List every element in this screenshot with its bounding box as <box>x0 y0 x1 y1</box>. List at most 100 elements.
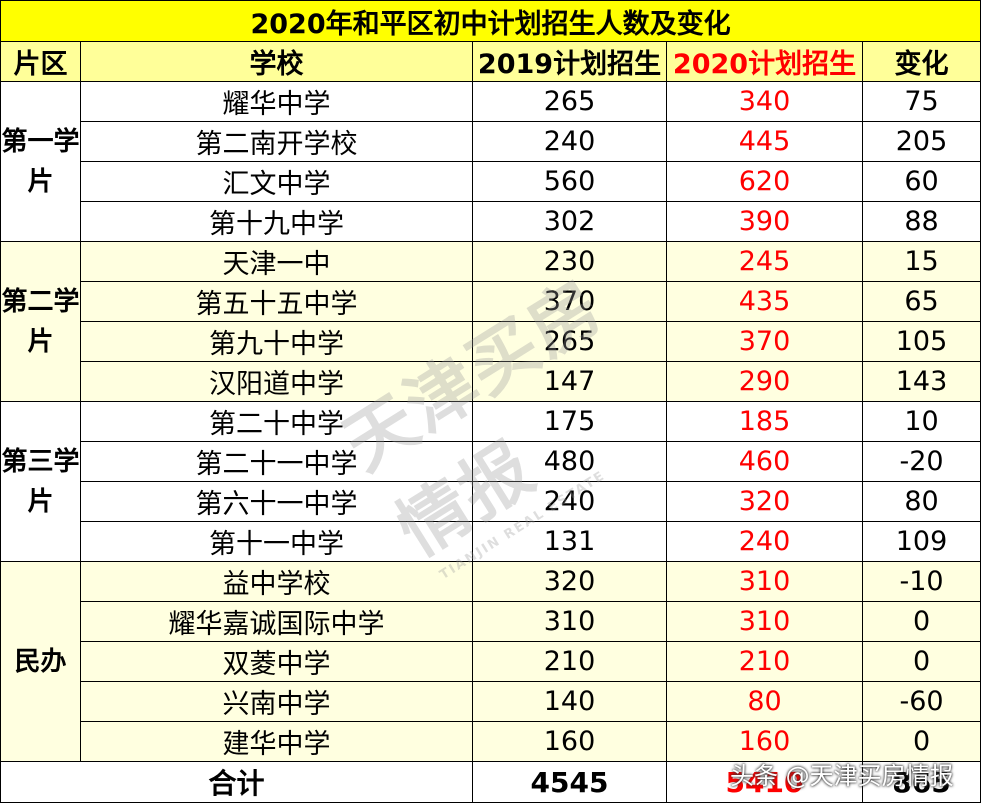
value-2019-cell: 240 <box>472 481 667 522</box>
zone-cell: 民办 <box>0 561 81 762</box>
change-cell: 0 <box>861 601 981 642</box>
school-cell: 第六十一中学 <box>80 481 473 522</box>
change-cell: 88 <box>861 201 981 242</box>
value-2020-cell: 310 <box>666 601 863 642</box>
value-2020-cell: 390 <box>666 201 863 242</box>
title-row: 2020年和平区初中计划招生人数及变化 <box>0 0 981 42</box>
value-2020-cell: 435 <box>666 281 863 322</box>
value-2019-cell: 240 <box>472 121 667 162</box>
table-row: 汇文中学 560 620 60 <box>1 161 981 202</box>
table-row: 第十一中学 131 240 109 <box>1 521 981 562</box>
value-2019-cell: 210 <box>472 641 667 682</box>
value-2020-cell: 320 <box>666 481 863 522</box>
header-change: 变化 <box>861 41 981 82</box>
school-cell: 第十九中学 <box>80 201 473 242</box>
value-2019-cell: 265 <box>472 81 667 122</box>
table-row: 汉阳道中学 147 290 143 <box>1 361 981 402</box>
value-2019-cell: 310 <box>472 601 667 642</box>
source-credit: 头条 @天津买房情报 <box>730 762 954 790</box>
school-cell: 汉阳道中学 <box>80 361 473 402</box>
value-2019-cell: 140 <box>472 681 667 722</box>
zone-cell: 第一学片 <box>0 81 81 242</box>
school-cell: 汇文中学 <box>80 161 473 202</box>
table-row: 第二十一中学 480 460 -20 <box>1 441 981 482</box>
table-row: 第六十一中学 240 320 80 <box>1 481 981 522</box>
total-change: 865 <box>861 761 981 803</box>
total-2019: 4545 <box>472 761 667 803</box>
total-2020: 5410 <box>666 761 863 803</box>
value-2020-cell: 210 <box>666 641 863 682</box>
header-zone: 片区 <box>0 41 81 82</box>
change-cell: 60 <box>861 161 981 202</box>
value-2020-cell: 290 <box>666 361 863 402</box>
value-2019-cell: 560 <box>472 161 667 202</box>
change-cell: -10 <box>861 561 981 602</box>
change-cell: 10 <box>861 401 981 442</box>
school-cell: 双菱中学 <box>80 641 473 682</box>
change-cell: -60 <box>861 681 981 722</box>
value-2020-cell: 460 <box>666 441 863 482</box>
value-2020-cell: 245 <box>666 241 863 282</box>
table-row: 第五十五中学 370 435 65 <box>1 281 981 322</box>
table-row: 第一学片 耀华中学 265 340 75 <box>0 81 981 242</box>
value-2019-cell: 147 <box>472 361 667 402</box>
value-2020-cell: 620 <box>666 161 863 202</box>
change-cell: 80 <box>861 481 981 522</box>
value-2020-cell: 445 <box>666 121 863 162</box>
value-2020-cell: 185 <box>666 401 863 442</box>
change-cell: 75 <box>861 81 981 122</box>
value-2019-cell: 265 <box>472 321 667 362</box>
value-2019-cell: 131 <box>472 521 667 562</box>
change-cell: 205 <box>861 121 981 162</box>
change-cell: 15 <box>861 241 981 282</box>
change-cell: 65 <box>861 281 981 322</box>
change-cell: -20 <box>861 441 981 482</box>
school-cell: 耀华中学 <box>80 81 473 122</box>
table-row: 第三学片 第二十中学 175 185 10 <box>0 401 981 562</box>
header-2019: 2019计划招生 <box>472 41 667 82</box>
value-2019-cell: 160 <box>472 721 667 762</box>
table-row: 民办 益中学校 320 310 -10 <box>0 561 981 762</box>
school-cell: 第五十五中学 <box>80 281 473 322</box>
table-title: 2020年和平区初中计划招生人数及变化 <box>0 0 981 42</box>
zone-cell: 第二学片 <box>0 241 81 402</box>
value-2019-cell: 480 <box>472 441 667 482</box>
value-2020-cell: 370 <box>666 321 863 362</box>
header-school: 学校 <box>80 41 473 82</box>
header-row: 片区 学校 2019计划招生 2020计划招生 变化 <box>0 41 981 82</box>
table-row: 耀华嘉诚国际中学 310 310 0 <box>1 601 981 642</box>
school-cell: 第二十中学 <box>80 401 473 442</box>
table-row: 第十九中学 302 390 88 <box>1 201 981 242</box>
value-2019-cell: 230 <box>472 241 667 282</box>
change-cell: 109 <box>861 521 981 562</box>
school-cell: 第二南开学校 <box>80 121 473 162</box>
value-2020-cell: 310 <box>666 561 863 602</box>
table-row: 第二学片 天津一中 230 245 15 <box>0 241 981 402</box>
school-cell: 兴南中学 <box>80 681 473 722</box>
value-2019-cell: 175 <box>472 401 667 442</box>
value-2019-cell: 370 <box>472 281 667 322</box>
header-2020: 2020计划招生 <box>666 41 863 82</box>
value-2020-cell: 240 <box>666 521 863 562</box>
table-row: 第九十中学 265 370 105 <box>1 321 981 362</box>
school-cell: 第二十一中学 <box>80 441 473 482</box>
change-cell: 0 <box>861 641 981 682</box>
school-cell: 第九十中学 <box>80 321 473 362</box>
value-2020-cell: 80 <box>666 681 863 722</box>
table-row: 第二南开学校 240 445 205 <box>1 121 981 162</box>
school-cell: 耀华嘉诚国际中学 <box>80 601 473 642</box>
total-label: 合计 <box>0 761 473 803</box>
value-2020-cell: 340 <box>666 81 863 122</box>
value-2019-cell: 320 <box>472 561 667 602</box>
school-cell: 第十一中学 <box>80 521 473 562</box>
school-cell: 建华中学 <box>80 721 473 762</box>
value-2019-cell: 302 <box>472 201 667 242</box>
school-cell: 天津一中 <box>80 241 473 282</box>
table-row: 兴南中学 140 80 -60 <box>1 681 981 722</box>
school-cell: 益中学校 <box>80 561 473 602</box>
change-cell: 105 <box>861 321 981 362</box>
table-row: 建华中学 160 160 0 <box>1 721 981 762</box>
